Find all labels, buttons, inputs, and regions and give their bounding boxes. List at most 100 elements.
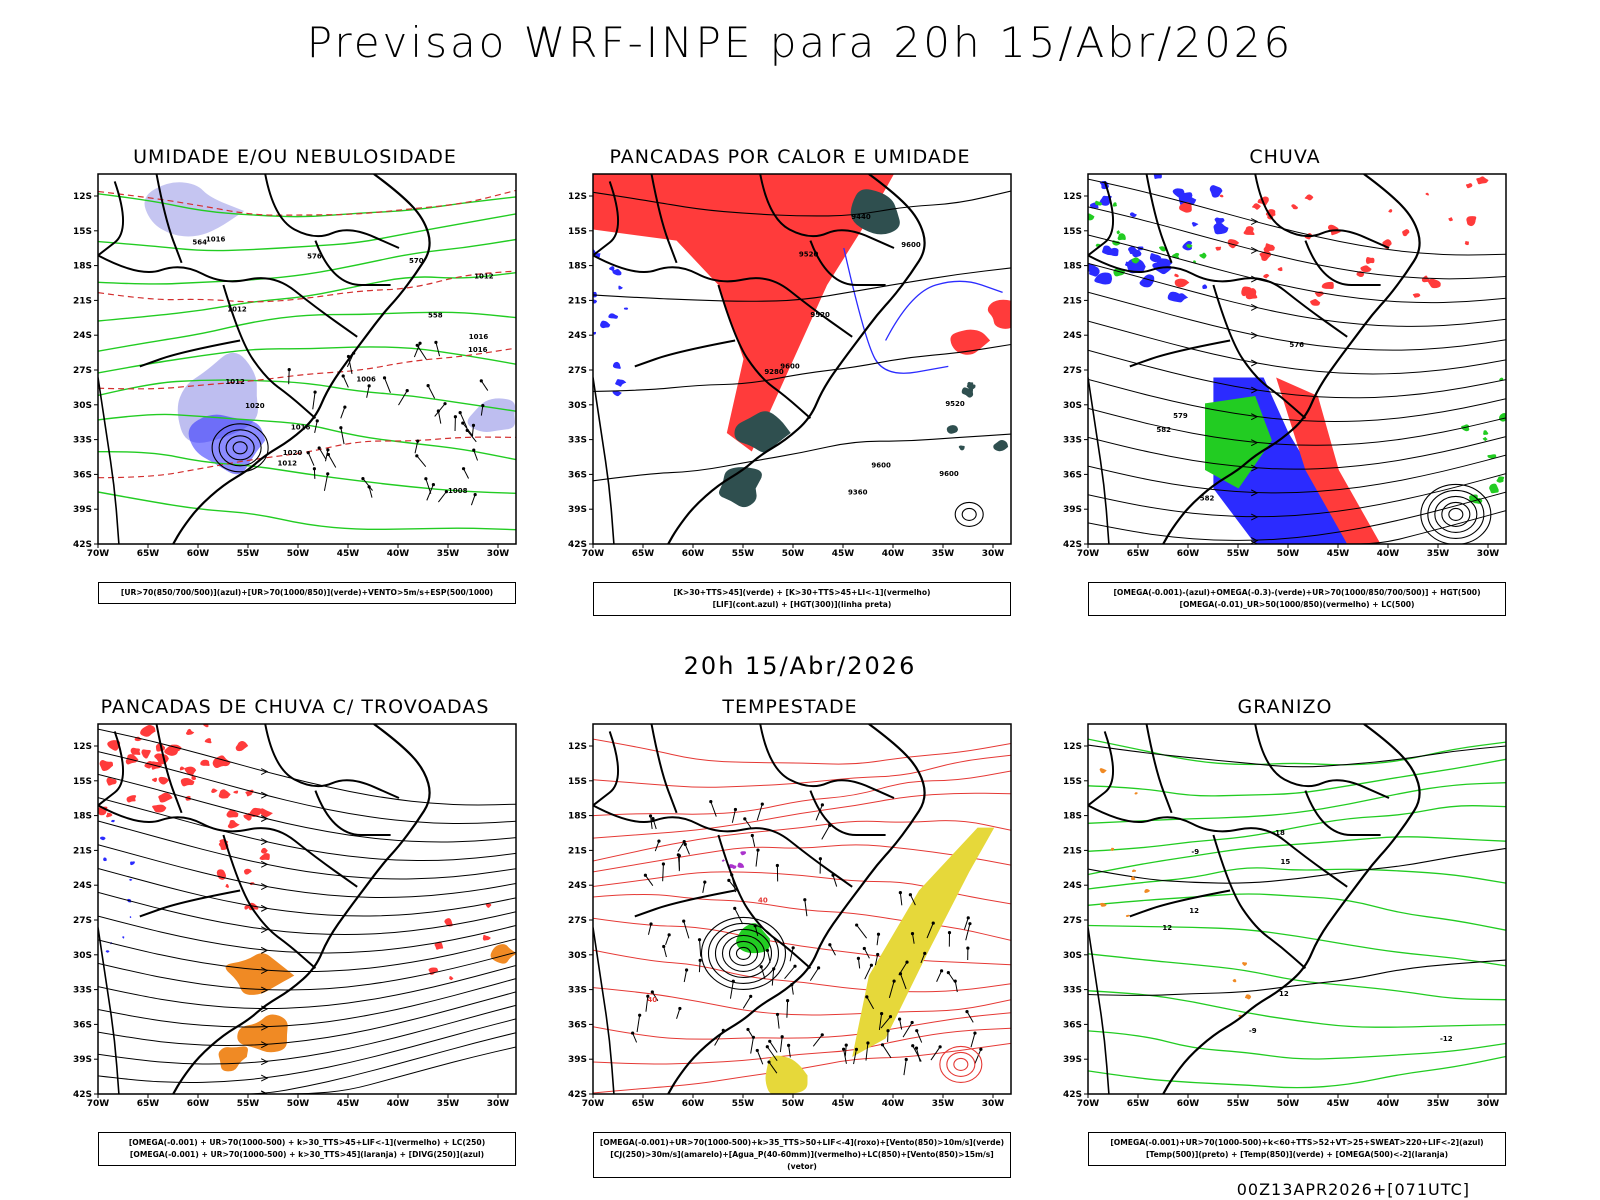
wind-vector-head (648, 814, 653, 818)
wind-vector (912, 933, 915, 944)
flow-arrow (1250, 386, 1259, 394)
lon-label: 30W (1477, 549, 1500, 559)
wind-vector (425, 478, 432, 494)
omega-green (1192, 260, 1197, 263)
wind-vector (903, 1059, 907, 1076)
lat-label: 24S (568, 881, 587, 891)
omega500-orange (1131, 876, 1136, 881)
wind-vector-head (382, 376, 387, 380)
wind-vector-head (481, 404, 485, 408)
lat-label: 33S (73, 986, 92, 996)
omega-green (1117, 233, 1126, 241)
wind-vector-head (923, 951, 927, 955)
omega-red (1412, 293, 1421, 298)
country-border (314, 240, 391, 286)
lon-label: 40W (1377, 549, 1400, 559)
lat-label: 15S (73, 777, 92, 787)
wind-vector (699, 939, 702, 957)
lat-label: 39S (568, 505, 587, 515)
divergence-blue (100, 836, 106, 841)
map-tempestade: 40 40 12S 15S 18S 21S 24S 27S 30S 33S 36S 39S 42S70W… (568, 723, 1012, 1109)
flow-arrow (260, 1058, 269, 1066)
contour-label: 1016 (468, 346, 488, 354)
panel-legend: [OMEGA(-0.001)+UR>70(1000-500)+k<60+TTS>… (1088, 1132, 1506, 1166)
wind-vector (878, 1013, 883, 1031)
wind-vector-head (416, 439, 420, 443)
lat-label: 36S (73, 470, 92, 480)
omega-red (1464, 241, 1470, 246)
wind-vector-head (434, 340, 438, 344)
wind-vector-head (904, 1057, 908, 1062)
contour-label: 558 (428, 311, 443, 319)
map-chuva: 58257658257912S15S18S21S24S27S30S33S36S3… (1063, 173, 1507, 559)
wind-vector-head (820, 803, 824, 807)
country-border (222, 834, 317, 969)
wind-vector-head (939, 969, 944, 973)
panel-title: PANCADAS POR CALOR E UMIDADE (609, 146, 971, 168)
wind-vector-head (880, 1012, 884, 1016)
wind-vector-head (733, 807, 738, 812)
wind-vector-head (749, 994, 753, 998)
wind-vector-head (828, 943, 832, 947)
streamline (1088, 491, 1506, 541)
omega-blue (1178, 192, 1197, 206)
contour-label: 1020 (283, 449, 303, 457)
wind-vector (729, 981, 734, 999)
contour-label: 1012 (278, 459, 298, 467)
map-umidade: 1008 1012 1016 1020 1012 1016 1012 1006 1012 1016… (73, 173, 517, 559)
lifted-index-blue (600, 320, 611, 329)
lon-label: 70W (582, 1099, 605, 1109)
wind-vector-head (683, 842, 687, 847)
lat-label: 24S (1063, 881, 1082, 891)
wind-vector-head (755, 1048, 759, 1053)
wind-vector (636, 1015, 641, 1033)
contour-label: 1006 (356, 376, 376, 384)
wind-vector (473, 449, 479, 461)
lon-label: 45W (337, 1099, 360, 1109)
country-border (1088, 804, 1348, 888)
panel-title: GRANIZO (1237, 696, 1333, 718)
flow-arrow (260, 883, 269, 891)
wind-vector (750, 1037, 754, 1054)
lat-label: 30S (568, 401, 587, 411)
thickness-contour (98, 436, 516, 479)
wind-vector-head (697, 938, 702, 942)
lifted-index-blue (609, 266, 615, 271)
wind-swirl (735, 946, 752, 960)
lat-label: 15S (1063, 227, 1082, 237)
legend-line: [OMEGA(-0.001)+UR>70(1000-500)+k>35_TTS>… (599, 1138, 1005, 1147)
wind-vector-head (646, 994, 650, 998)
lon-label: 60W (187, 1099, 210, 1109)
wind-vector (307, 452, 315, 466)
wind-vector (644, 874, 654, 887)
flow-arrow (1250, 413, 1259, 421)
wind-vector-head (787, 1043, 791, 1047)
storm-red (185, 728, 195, 735)
wind-vector (899, 1018, 903, 1030)
wind-vector (434, 403, 446, 417)
omega-blue (1209, 185, 1223, 198)
temp500-contour (1088, 744, 1506, 768)
pressure-contour (218, 429, 262, 467)
storm-red (180, 777, 195, 787)
wind-vector (366, 385, 370, 398)
lon-label: 35W (1427, 1099, 1450, 1109)
wind-vector (865, 1042, 869, 1061)
wind-vector (766, 950, 771, 963)
country-border (650, 174, 678, 264)
lat-label: 36S (73, 1020, 92, 1030)
lifted-index-blue (618, 285, 623, 290)
wind-vector (815, 804, 823, 821)
contour-label: 12 (1162, 924, 1172, 932)
lat-label: 15S (73, 227, 92, 237)
flow-arrow (1250, 489, 1259, 497)
wind-vector (786, 1000, 789, 1018)
wind-vector-head (313, 390, 317, 394)
lat-label: 42S (1063, 1090, 1082, 1100)
lifted-index-blue (612, 390, 622, 397)
country-border (1212, 834, 1307, 969)
streamline (98, 751, 516, 825)
wind-vector-head (471, 423, 476, 427)
lon-label: 65W (137, 1099, 160, 1109)
streamline (1088, 262, 1506, 327)
